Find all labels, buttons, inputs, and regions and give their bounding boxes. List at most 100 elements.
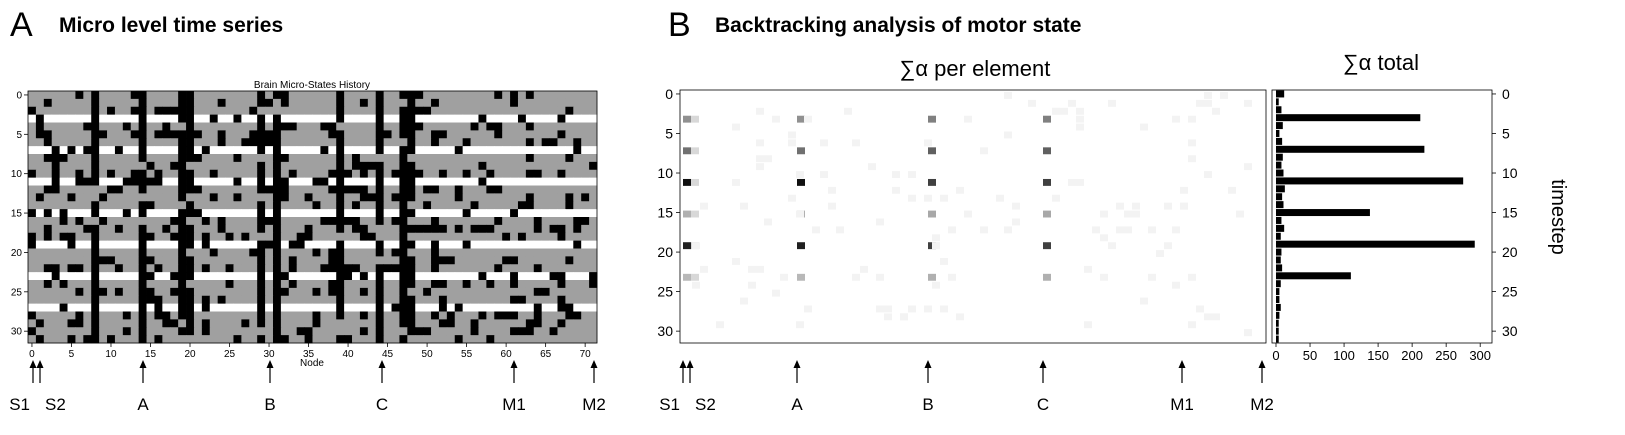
micro-state-cell: [446, 185, 456, 194]
micro-state-cell: [162, 303, 171, 312]
micro-state-cell: [43, 327, 53, 336]
micro-state-cell: [589, 161, 598, 171]
micro-state-cell: [407, 185, 416, 194]
micro-state-cell: [446, 280, 456, 289]
micro-state-cell: [75, 106, 84, 116]
micro-state-cell: [367, 201, 377, 210]
micro-state-cell: [573, 327, 582, 336]
micro-state-cell: [122, 98, 132, 108]
micro-state-cell: [43, 138, 53, 147]
micro-state-cell: [573, 295, 582, 305]
micro-state-cell: [75, 272, 84, 281]
micro-state-cell: [154, 327, 163, 336]
micro-state-cell: [43, 114, 53, 123]
micro-state-cell: [336, 122, 345, 131]
micro-state-cell: [280, 217, 290, 226]
micro-state-cell: [225, 91, 234, 100]
micro-state-cell: [114, 185, 124, 194]
micro-state-cell: [486, 224, 495, 234]
micro-state-cell: [589, 248, 598, 257]
micro-state-cell: [573, 185, 582, 194]
micro-state-cell: [43, 287, 53, 297]
micro-state-cell: [328, 319, 337, 328]
alpha-faint-cell: [1132, 210, 1140, 218]
micro-state-cell: [407, 319, 416, 328]
micro-state-cell: [525, 232, 535, 242]
micro-state-cell: [75, 114, 84, 123]
micro-state-cell: [375, 232, 385, 242]
micro-state-cell: [423, 146, 432, 155]
micro-state-cell: [99, 280, 108, 289]
micro-state-cell: [581, 169, 590, 179]
alpha-faint-cell: [908, 194, 916, 202]
micro-state-cell: [130, 169, 140, 179]
alpha-faint-cell: [1124, 210, 1132, 218]
micro-state-cell: [249, 193, 258, 202]
micro-state-cell: [249, 177, 258, 186]
micro-state-cell: [589, 327, 598, 336]
micro-state-cell: [241, 98, 250, 108]
micro-state-cell: [67, 335, 76, 344]
micro-state-cell: [573, 319, 582, 328]
micro-state-cell: [43, 106, 53, 116]
micro-state-cell: [138, 146, 147, 155]
alpha-faint-cell: [836, 226, 844, 234]
micro-state-cell: [565, 91, 574, 100]
micro-state-cell: [154, 91, 163, 100]
micro-state-cell: [462, 122, 471, 131]
micro-state-cell: [541, 193, 550, 202]
micro-state-cell: [391, 130, 400, 139]
micro-state-cell: [249, 303, 258, 312]
micro-state-cell: [510, 201, 519, 210]
micro-state-cell: [122, 248, 132, 257]
micro-state-cell: [383, 130, 392, 139]
micro-state-cell: [241, 280, 250, 289]
micro-state-cell: [170, 295, 179, 305]
micro-state-cell: [67, 217, 76, 226]
micro-state-cell: [573, 303, 582, 312]
micro-state-cell: [320, 295, 329, 305]
micro-state-cell: [510, 161, 519, 171]
micro-state-cell: [415, 232, 424, 242]
micro-state-cell: [407, 287, 416, 297]
micro-state-cell: [470, 248, 479, 257]
micro-state-cell: [130, 106, 140, 116]
micro-state-cell: [28, 114, 37, 123]
micro-state-cell: [67, 161, 76, 171]
micro-state-cell: [462, 287, 471, 297]
alpha-per-element-title: ∑α per element: [900, 56, 1051, 81]
micro-state-cell: [565, 154, 574, 163]
micro-state-cell: [486, 146, 495, 155]
micro-state-cell: [328, 295, 337, 305]
micro-state-cell: [170, 256, 179, 265]
micro-state-cell: [91, 311, 100, 320]
micro-state-cell: [573, 232, 582, 242]
micro-state-cell: [217, 114, 226, 123]
micro-state-cell: [178, 224, 187, 234]
micro-state-cell: [320, 319, 329, 328]
micro-state-cell: [502, 209, 511, 218]
micro-state-cell: [549, 240, 558, 249]
micro-state-cell: [462, 154, 471, 163]
micro-state-cell: [138, 224, 147, 234]
y-tick-label: 0: [1502, 86, 1510, 102]
micro-state-cell: [217, 106, 226, 116]
micro-state-cell: [35, 295, 45, 305]
micro-state-cell: [423, 138, 432, 147]
micro-state-cell: [154, 122, 163, 131]
y-tick-label: 30: [657, 323, 673, 339]
micro-state-cell: [344, 287, 353, 297]
panel-b-marker-arrow-head: [793, 360, 801, 368]
micro-state-cell: [91, 114, 100, 123]
micro-state-cell: [391, 264, 400, 273]
micro-state-cell: [320, 327, 329, 336]
alpha-faint-cell: [1164, 242, 1172, 250]
micro-state-cell: [462, 193, 471, 202]
x-tick-label: 250: [1435, 348, 1457, 363]
micro-state-cell: [336, 177, 345, 186]
panel-b-letter: B: [668, 6, 691, 44]
micro-state-cell: [502, 98, 511, 108]
micro-state-cell: [59, 209, 68, 218]
micro-state-cell: [462, 224, 471, 234]
micro-state-cell: [288, 311, 298, 320]
